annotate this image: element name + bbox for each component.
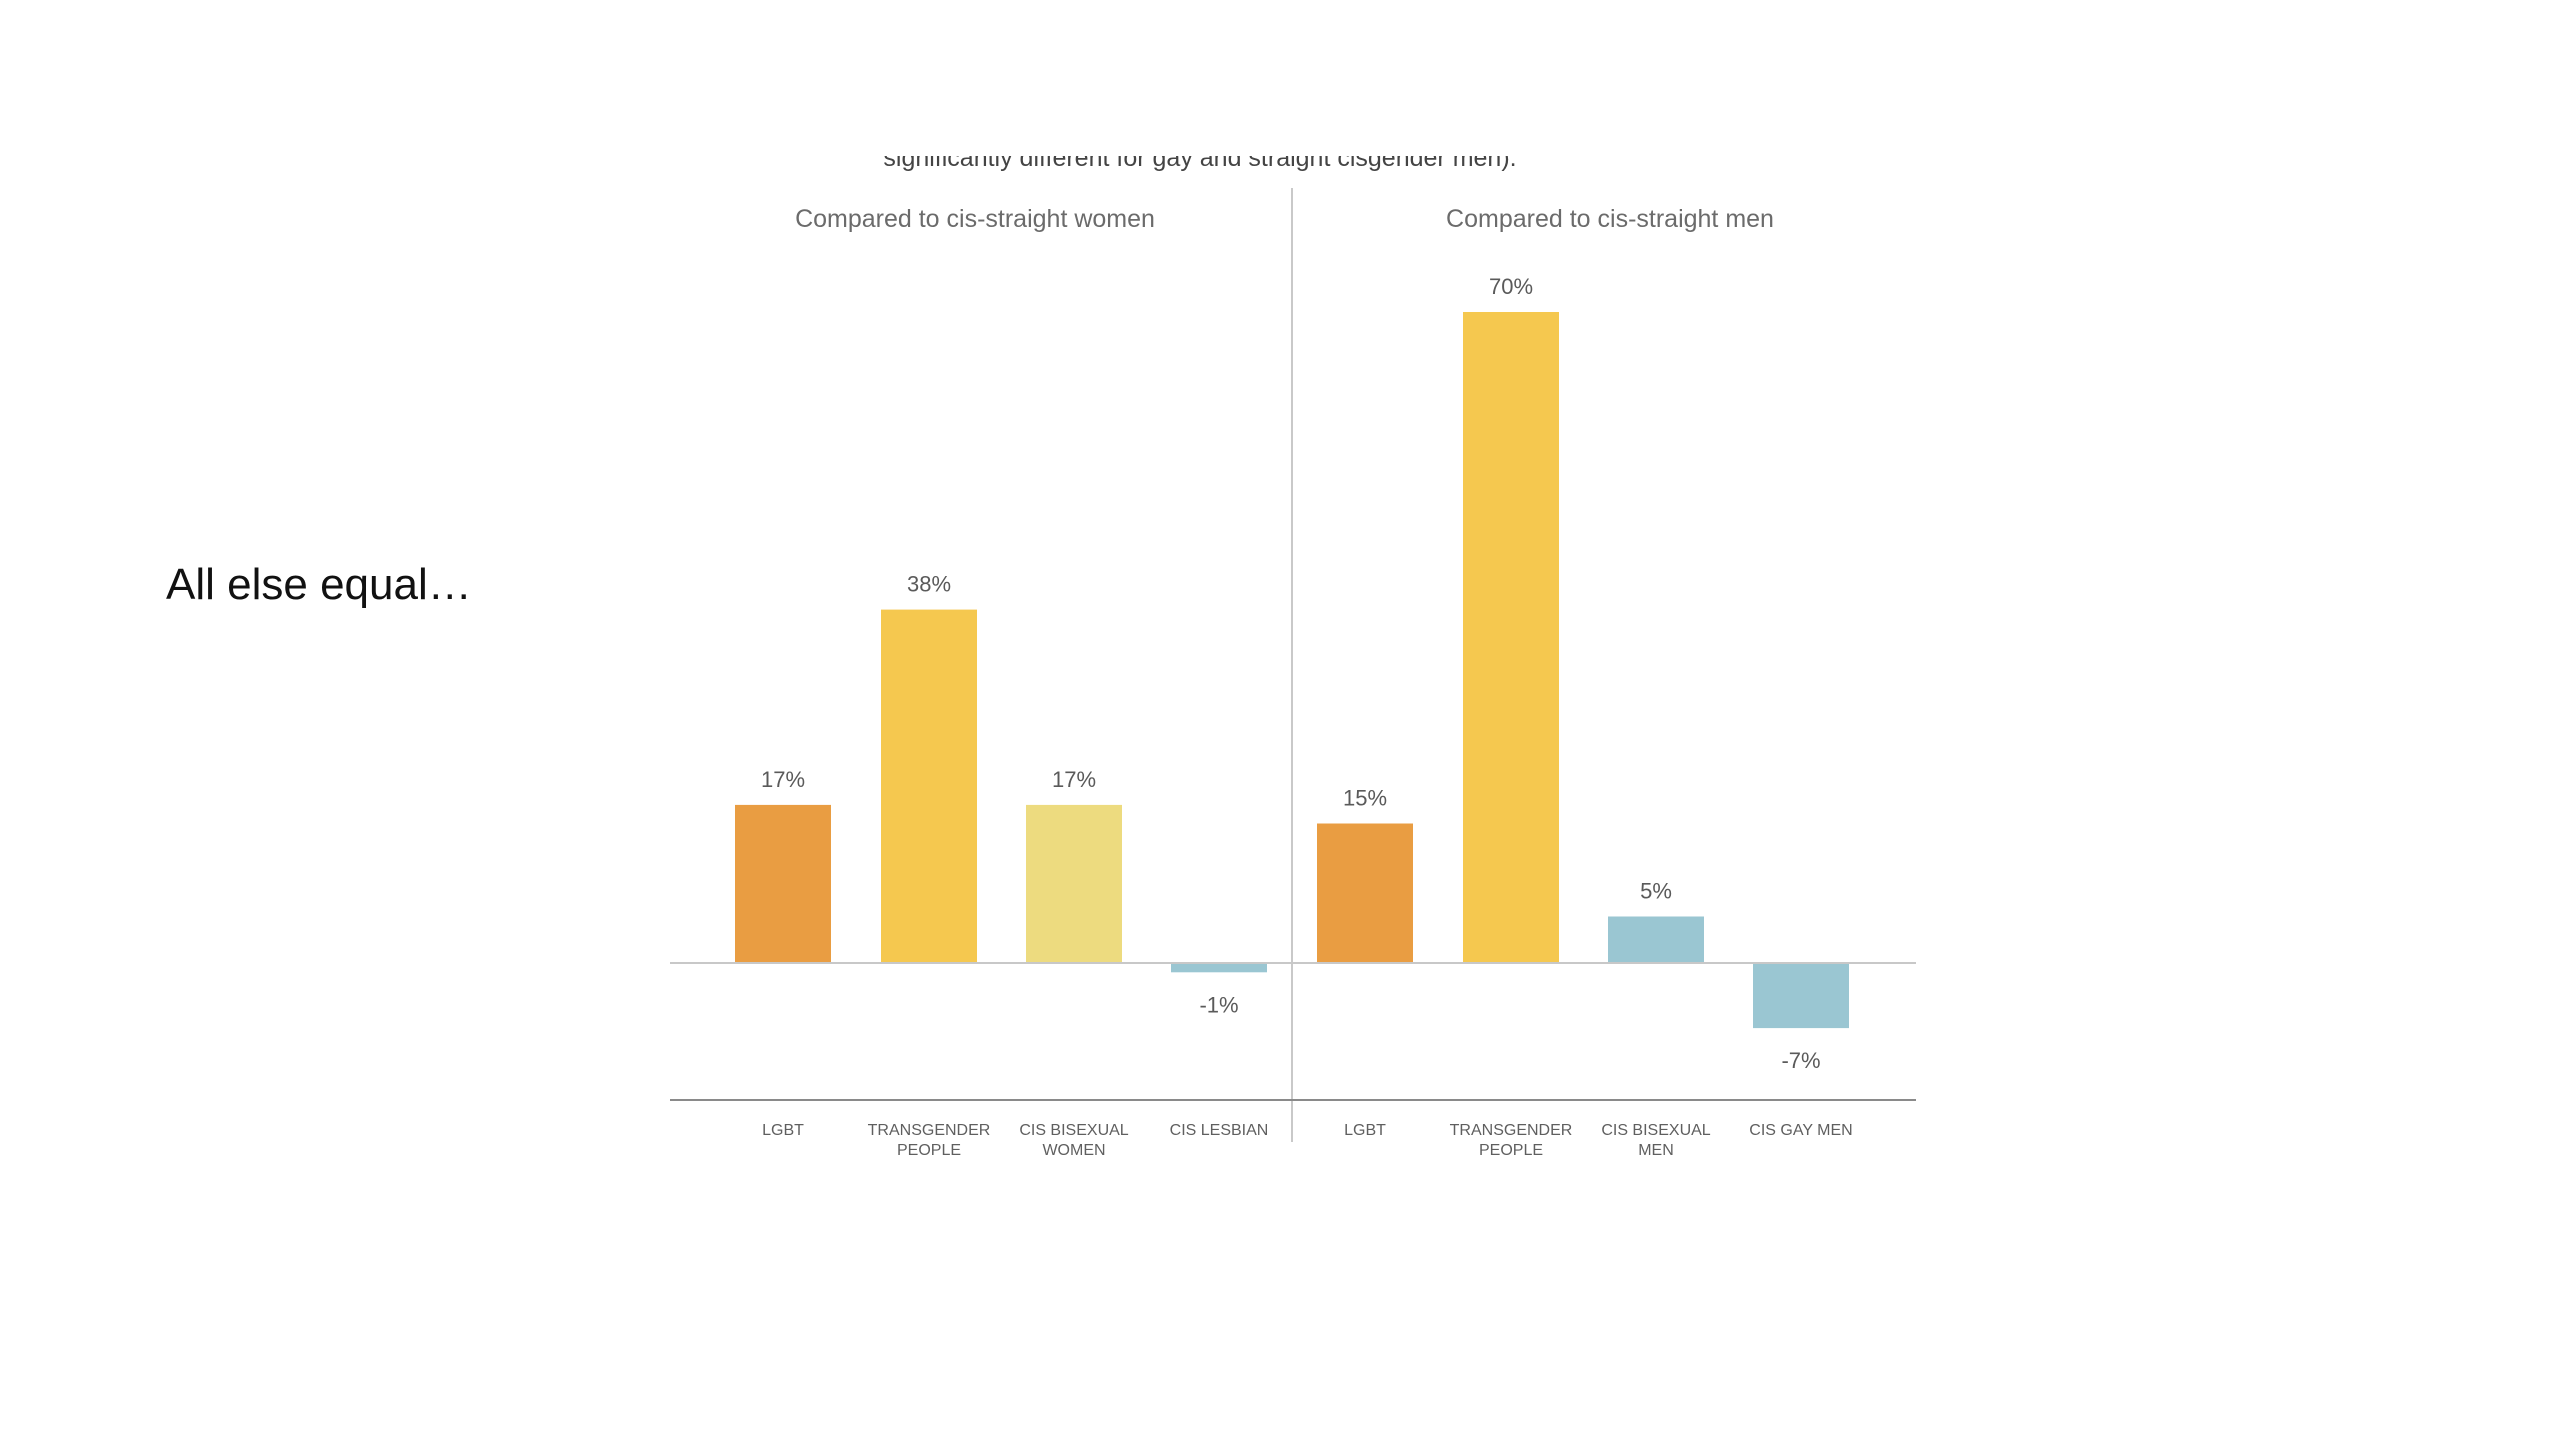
category-label: LGBT <box>1344 1122 1386 1139</box>
data-label: -1% <box>1199 992 1238 1017</box>
data-label: 5% <box>1640 879 1672 904</box>
caption-mask <box>700 130 1700 156</box>
bar <box>1463 312 1559 963</box>
data-label: 17% <box>761 767 805 792</box>
bar <box>1317 823 1413 963</box>
category-label-line: PEOPLE <box>1479 1142 1543 1159</box>
bar <box>1608 916 1704 963</box>
category-label-line: CIS GAY MEN <box>1749 1122 1852 1139</box>
category-label-line: CIS BISEXUAL <box>1019 1122 1128 1139</box>
panel-title: Compared to cis-straight men <box>1446 205 1774 233</box>
bar <box>1753 963 1849 1029</box>
category-label: TRANSGENDER PEOPLE <box>868 1122 991 1159</box>
slide-heading: All else equal… <box>166 560 472 609</box>
panel-title: Compared to cis-straight women <box>795 205 1155 233</box>
category-label: LGBT <box>762 1122 804 1139</box>
bar <box>735 804 831 963</box>
data-label: -7% <box>1781 1048 1820 1073</box>
bar <box>881 609 977 963</box>
category-label-line: TRANSGENDER <box>868 1122 991 1139</box>
category-label: CIS GAY MEN <box>1749 1122 1852 1139</box>
category-label-line: TRANSGENDER <box>1450 1122 1573 1139</box>
bar <box>1171 963 1267 973</box>
category-label: CIS BISEXUAL WOMEN <box>1019 1122 1128 1159</box>
category-label-line: WOMEN <box>1042 1142 1105 1159</box>
data-label: 70% <box>1489 274 1533 299</box>
category-label: TRANSGENDER PEOPLE <box>1450 1122 1573 1159</box>
category-label-line: PEOPLE <box>897 1142 961 1159</box>
category-label-line: CIS LESBIAN <box>1170 1122 1269 1139</box>
category-label-line: CIS BISEXUAL <box>1601 1122 1710 1139</box>
bar <box>1026 804 1122 963</box>
category-label-line: LGBT <box>762 1122 804 1139</box>
category-label: CIS LESBIAN <box>1170 1122 1269 1139</box>
category-label-line: LGBT <box>1344 1122 1386 1139</box>
data-label: 17% <box>1052 767 1096 792</box>
data-label: 38% <box>907 572 951 597</box>
data-label: 15% <box>1343 786 1387 811</box>
category-label: CIS BISEXUAL MEN <box>1601 1122 1710 1159</box>
category-label-line: MEN <box>1638 1142 1674 1159</box>
